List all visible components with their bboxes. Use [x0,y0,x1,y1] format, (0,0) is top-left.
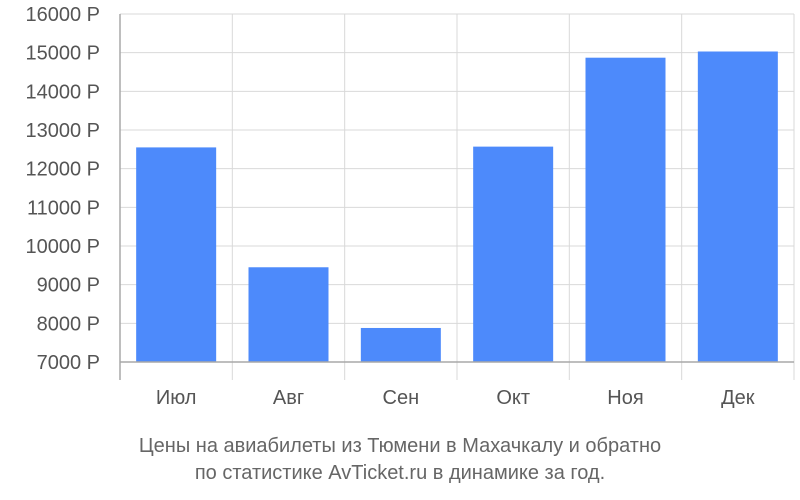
y-tick-label: 12000 Р [25,159,100,181]
y-tick-label: 15000 Р [25,43,100,65]
y-axis-tick-labels: 7000 Р 8000 Р 9000 Р 10000 Р 11000 Р 12000 Р 1… [25,4,100,374]
x-tick-label: Сен [383,387,420,409]
x-tick-label: Авг [273,387,304,409]
bar-2 [248,267,329,362]
chart-caption-line-1: Цены на авиабилеты из Тюмени в Махачкалу… [138,435,662,457]
y-tick-label: 9000 Р [37,275,100,297]
y-tick-label: 13000 Р [25,120,100,142]
bar-6 [697,51,778,363]
y-tick-label: 8000 Р [37,313,100,335]
bars [136,51,778,363]
axes [119,14,794,380]
bar-5 [585,57,666,363]
x-axis-tick-labels: Июл Авг Сен Окт Ноя Дек [156,387,755,409]
x-tick-label: Ноя [607,387,643,409]
bar-3 [360,327,441,362]
y-tick-label: 16000 Р [25,4,100,26]
x-tick-label: Дек [721,387,755,409]
bar-1 [136,147,217,362]
chart-caption-line-2: по статистике AvTicket.ru в динамике за … [194,462,606,484]
bar-4 [473,146,554,362]
y-tick-label: 7000 Р [37,352,100,374]
y-tick-label: 11000 Р [27,197,100,219]
x-tick-label: Окт [496,387,530,409]
grid-lines [120,13,795,380]
y-tick-label: 14000 Р [25,81,100,103]
bar-chart: 7000 Р 8000 Р 9000 Р 10000 Р 11000 Р 12000 Р 1… [25,4,795,409]
y-tick-label: 10000 Р [25,236,100,258]
x-tick-label: Июл [156,387,197,409]
